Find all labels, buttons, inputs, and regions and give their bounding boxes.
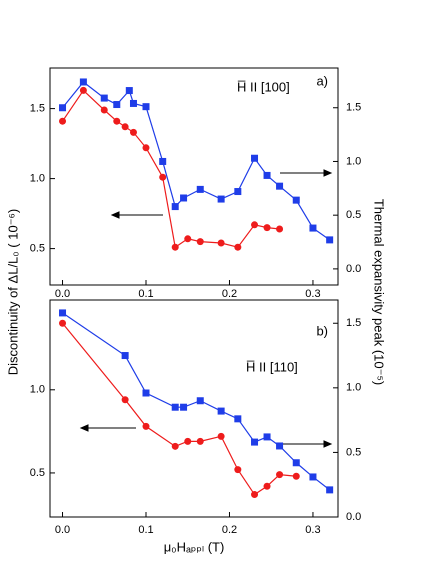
- square-marker: [142, 103, 150, 111]
- square-marker: [180, 403, 188, 411]
- panel-annotation: H̅ II [100]: [237, 79, 290, 94]
- panel-annotation: H̅ II [110]: [246, 359, 298, 374]
- x-tick-label: 0.3: [305, 524, 320, 536]
- series-line: [62, 81, 330, 241]
- series-line: [62, 322, 297, 496]
- y2-tick-label: 0.5: [346, 446, 361, 458]
- circle-marker: [217, 432, 225, 440]
- square-marker: [263, 171, 271, 179]
- square-marker: [125, 87, 133, 95]
- square-marker: [180, 194, 188, 202]
- circle-marker: [171, 243, 179, 251]
- square-marker: [121, 352, 129, 360]
- y-tick-label: 1.5: [30, 103, 45, 115]
- square-marker: [326, 486, 334, 494]
- square-marker: [251, 154, 259, 162]
- series-line: [62, 312, 331, 491]
- square-marker: [217, 407, 225, 415]
- circle-marker: [129, 128, 137, 136]
- circle-marker: [234, 243, 242, 251]
- y-tick-label: 1.0: [30, 173, 45, 185]
- y-tick-label: 0.5: [30, 243, 45, 255]
- square-marker: [113, 101, 121, 109]
- circle-marker: [251, 491, 259, 499]
- square-marker: [309, 224, 317, 232]
- panel-label: b): [316, 323, 328, 338]
- circle-marker: [59, 319, 67, 327]
- y2-tick-label: 1.5: [346, 102, 361, 114]
- circle-marker: [113, 117, 121, 125]
- square-marker: [171, 403, 179, 411]
- y2-tick-label: 1.5: [346, 317, 361, 329]
- plot-frame: [49, 299, 339, 518]
- x-tick-label: 0.1: [138, 288, 153, 300]
- square-marker: [234, 188, 242, 196]
- square-marker: [276, 442, 284, 450]
- plot-frame: [49, 67, 339, 286]
- square-marker: [171, 203, 179, 211]
- circle-marker: [276, 225, 284, 233]
- circle-marker: [263, 482, 271, 490]
- circle-marker: [234, 466, 242, 474]
- y2-tick-label: 0.0: [346, 511, 361, 523]
- square-marker: [309, 473, 317, 481]
- series-line: [62, 89, 280, 249]
- y2-tick-label: 0.5: [346, 209, 361, 221]
- circle-marker: [142, 144, 150, 152]
- square-marker: [100, 94, 108, 102]
- y2-axis-label: Thermal expansivity peak (10⁻⁵): [372, 199, 387, 385]
- square-marker: [59, 104, 67, 112]
- circle-marker: [196, 238, 204, 246]
- y2-tick-label: 0.0: [346, 263, 361, 275]
- x-tick-label: 0.1: [138, 524, 153, 536]
- y2-tick-label: 1.0: [346, 382, 361, 394]
- x-tick-label: 0.3: [305, 288, 320, 300]
- circle-marker: [251, 221, 259, 229]
- square-marker: [59, 309, 67, 317]
- square-marker: [326, 236, 334, 244]
- circle-marker: [171, 442, 179, 450]
- y-tick-label: 1.0: [30, 384, 45, 396]
- circle-marker: [142, 422, 150, 430]
- square-marker: [79, 78, 87, 86]
- square-marker: [263, 433, 271, 441]
- panel-label: a): [316, 73, 328, 88]
- circle-marker: [263, 224, 271, 232]
- circle-marker: [59, 117, 67, 125]
- square-marker: [251, 438, 259, 446]
- square-marker: [159, 157, 167, 165]
- square-marker: [276, 182, 284, 190]
- y-tick-label: 0.5: [30, 467, 45, 479]
- x-tick-label: 0.2: [222, 288, 237, 300]
- circle-marker: [121, 396, 129, 404]
- square-marker: [292, 196, 300, 204]
- square-marker: [217, 195, 225, 203]
- arrows: [79, 169, 333, 448]
- square-marker: [234, 415, 242, 423]
- square-marker: [292, 459, 300, 467]
- circle-marker: [217, 239, 225, 247]
- circle-marker: [196, 437, 204, 445]
- square-marker: [196, 185, 204, 193]
- x-tick-label: 0.0: [55, 524, 70, 536]
- y-axis-label: Discontinuity of ΔL/L₀ ( 10⁻⁶): [5, 209, 20, 375]
- x-axis-label: μ₀Hₐₚₚₗ (T): [164, 539, 225, 554]
- circle-marker: [292, 472, 300, 480]
- circle-marker: [159, 173, 167, 181]
- circle-marker: [79, 86, 87, 94]
- circle-marker: [184, 437, 192, 445]
- x-tick-label: 0.2: [222, 524, 237, 536]
- square-marker: [129, 99, 137, 107]
- circle-marker: [184, 235, 192, 243]
- square-marker: [142, 389, 150, 397]
- y2-tick-label: 1.0: [346, 155, 361, 167]
- circle-marker: [276, 471, 284, 479]
- circle-marker: [100, 106, 108, 114]
- square-marker: [196, 397, 204, 405]
- x-tick-label: 0.0: [55, 288, 70, 300]
- circle-marker: [121, 123, 129, 131]
